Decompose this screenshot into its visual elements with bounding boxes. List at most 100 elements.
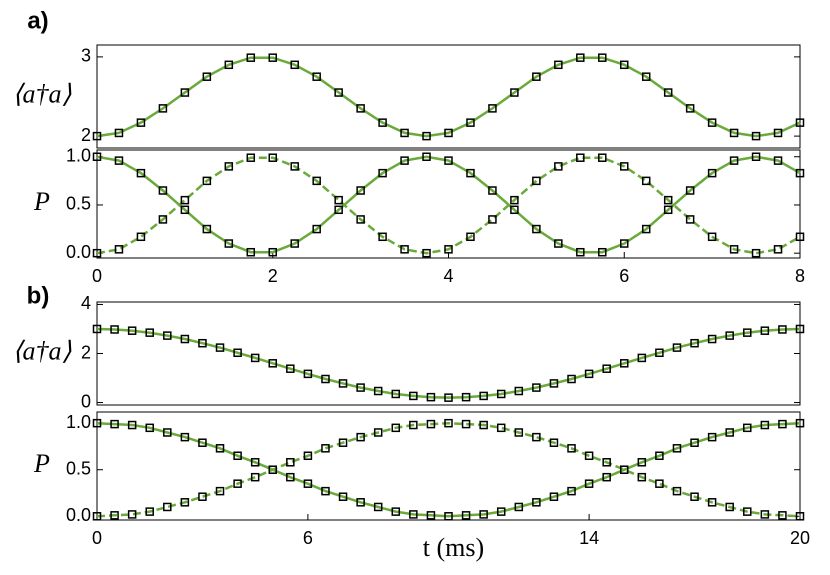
data-marker [729,128,739,138]
data-marker [602,364,611,373]
data-marker [180,195,190,205]
data-marker [250,353,260,363]
data-marker [180,88,190,97]
data-marker [246,53,256,62]
data-marker [145,328,154,337]
data-marker [510,195,519,205]
data-marker [356,383,365,392]
data-marker [466,118,475,127]
y-tick-label: 2 [81,125,91,145]
data-marker [488,186,497,195]
data-marker [637,353,647,363]
y-tick-label: 0.5 [66,458,91,478]
data-marker [321,444,330,453]
data-marker [576,53,585,62]
data-marker [549,379,559,388]
data-marker [163,502,172,512]
data-marker [268,153,277,162]
data-marker [663,205,673,215]
panel-label: a) [27,7,48,34]
data-marker [409,420,418,430]
data-marker [391,389,401,399]
x-tick-label: 0 [92,266,102,286]
data-marker [180,432,190,442]
data-marker [725,502,734,512]
data-marker [422,131,431,141]
data-marker [672,343,682,352]
data-marker [136,118,146,127]
data-marker [356,432,365,442]
x-tick-label: 6 [303,528,313,548]
data-marker [778,511,787,520]
data-marker [778,419,787,429]
data-marker [510,205,519,215]
data-marker [422,248,431,258]
data-marker [202,72,212,81]
data-marker [312,72,321,81]
data-marker [690,438,699,447]
data-marker [795,512,805,521]
data-marker [286,472,295,482]
data-marker [707,334,717,344]
data-marker [338,438,348,447]
data-marker [334,205,343,215]
data-marker [461,511,471,520]
data-marker [514,386,524,396]
data-marker [92,248,102,258]
data-marker [598,53,607,62]
data-marker [532,72,541,81]
plot-frame [96,411,801,521]
series-line [96,421,801,518]
data-marker [136,232,146,242]
data-marker [114,245,124,254]
data-marker [400,245,409,254]
data-marker [356,104,365,113]
data-marker [224,239,234,248]
data-marker [391,423,401,433]
data-marker [202,176,212,186]
data-marker [532,432,541,442]
data-marker [685,104,695,113]
data-marker [321,486,330,496]
y-tick-label: 1.0 [66,412,91,432]
data-marker [743,328,752,337]
data-marker [321,374,330,384]
plot-frame [96,301,801,406]
data-marker [532,383,541,392]
y-axis-label: ⟨a†a⟩ [12,336,71,365]
data-marker [92,131,102,141]
data-marker [444,512,453,521]
data-marker [180,334,190,344]
data-marker [286,458,295,467]
data-marker [641,224,651,234]
data-marker [567,374,576,384]
data-marker [729,245,739,254]
data-marker [426,419,436,429]
data-marker [158,215,168,224]
data-marker [92,152,102,161]
data-marker [444,418,453,428]
data-marker [215,343,225,352]
data-marker [334,88,343,97]
data-marker [554,60,563,70]
data-marker [598,153,607,162]
data-marker [338,379,348,388]
data-marker [466,168,475,178]
data-marker [479,391,488,401]
data-marker [198,492,207,501]
data-marker [127,510,137,519]
data-marker [198,438,207,447]
data-marker [378,118,387,127]
data-marker [114,156,124,165]
data-marker [290,60,299,70]
data-marker [620,239,629,248]
data-marker [163,331,172,340]
data-marker [672,486,682,496]
x-tick-label: 14 [579,528,599,548]
data-marker [409,510,418,519]
data-marker [461,419,471,429]
data-marker [145,423,154,433]
data-marker [795,118,805,127]
data-marker [496,389,506,399]
